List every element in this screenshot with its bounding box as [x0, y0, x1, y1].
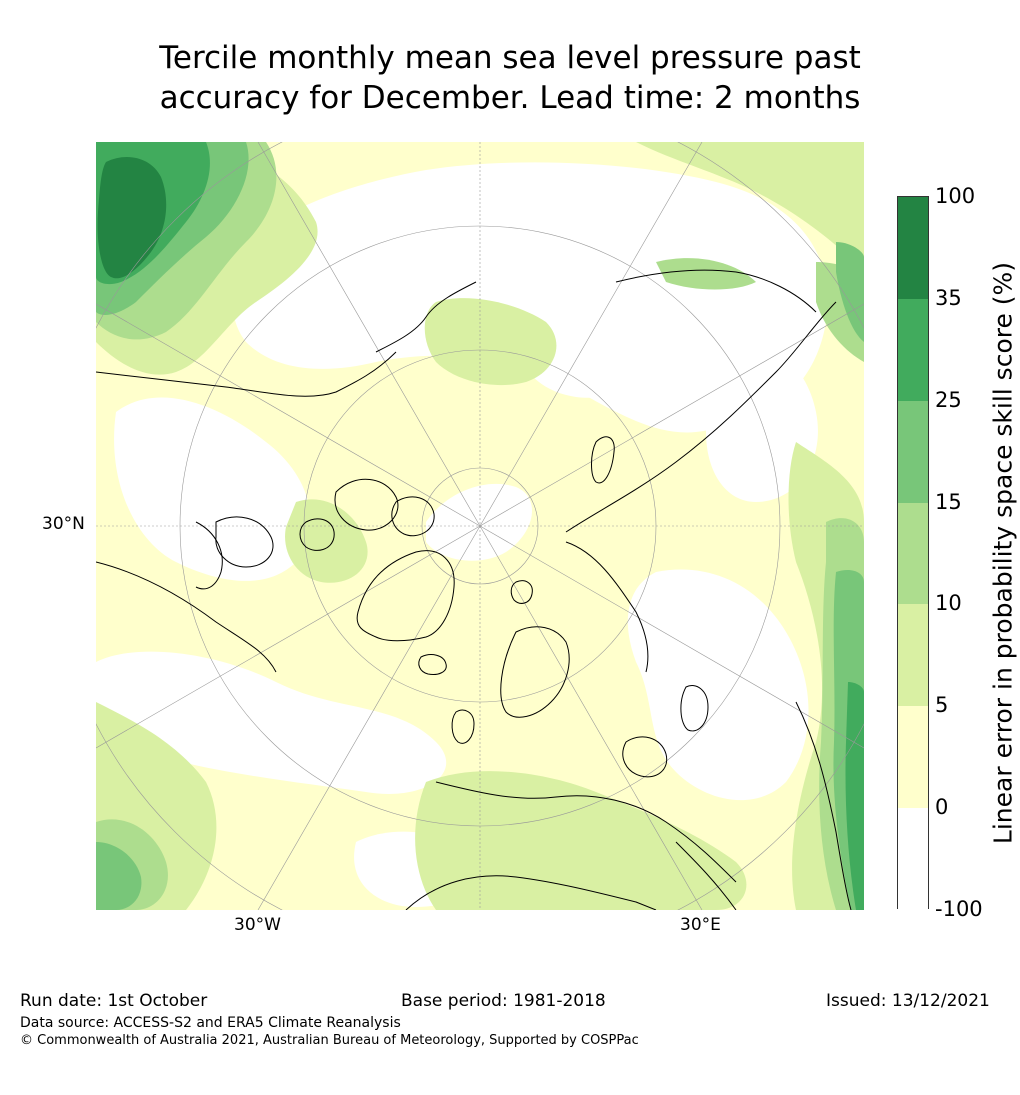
title-line-2: accuracy for December. Lead time: 2 mont… — [159, 80, 861, 116]
title-line-1: Tercile monthly mean sea level pressure … — [159, 40, 861, 76]
colorbar-tick-label: 5 — [935, 693, 949, 718]
chart-title: Tercile monthly mean sea level pressure … — [0, 38, 1020, 118]
colorbar-bin — [898, 298, 928, 402]
colorbar-bin — [898, 197, 928, 300]
coastlines — [96, 269, 852, 910]
colorbar-tick-label: 0 — [935, 795, 949, 820]
lat-label-30n: 30°N — [42, 514, 85, 534]
colorbar-tick-label: 10 — [935, 591, 962, 616]
polar-stereographic-map — [96, 142, 864, 910]
issued-date: Issued: 13/12/2021 — [826, 991, 990, 1011]
colorbar-bin — [898, 706, 928, 809]
colorbar-label: Linear error in probability space skill … — [988, 261, 1018, 845]
colorbar — [897, 196, 929, 911]
graticule — [96, 142, 864, 910]
colorbar-bin — [898, 808, 928, 911]
copyright: © Commonwealth of Australia 2021, Austra… — [20, 1033, 639, 1048]
base-period: Base period: 1981-2018 — [401, 991, 606, 1011]
run-date: Run date: 1st October — [20, 991, 208, 1011]
colorbar-tick-label: -100 — [935, 897, 983, 921]
colorbar-tick-label: 25 — [935, 387, 962, 412]
lon-label-30w: 30°W — [234, 915, 281, 935]
colorbar-tick-label: 35 — [935, 285, 962, 310]
colorbar-tick-label: 15 — [935, 489, 962, 514]
colorbar-bin — [898, 400, 928, 504]
lon-label-30e: 30°E — [680, 915, 721, 935]
colorbar-tick-label: 100 — [935, 184, 976, 208]
colorbar-bin — [898, 604, 928, 707]
colorbar-bin — [898, 502, 928, 605]
map-svg — [96, 142, 864, 910]
data-source: Data source: ACCESS-S2 and ERA5 Climate … — [20, 1015, 401, 1031]
